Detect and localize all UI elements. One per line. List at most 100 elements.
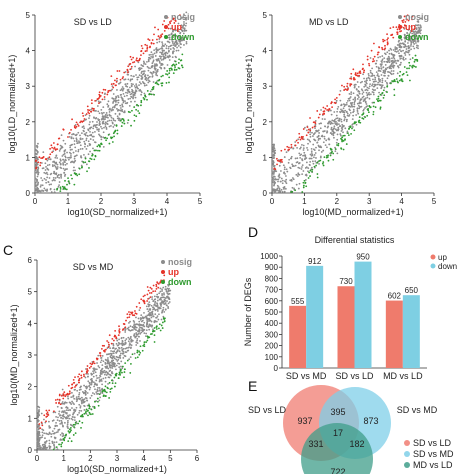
point-nosig — [124, 342, 127, 344]
point-nosig — [280, 177, 283, 180]
point-nosig — [36, 163, 39, 166]
point-down — [308, 171, 311, 174]
point-up — [86, 369, 89, 372]
point-nosig — [109, 366, 111, 369]
point-nosig — [68, 417, 71, 420]
point-nosig — [392, 53, 395, 56]
point-up — [373, 55, 376, 58]
point-nosig — [335, 141, 338, 144]
point-down — [399, 70, 402, 73]
point-up — [78, 377, 81, 380]
point-nosig — [124, 328, 127, 330]
point-down — [302, 186, 305, 189]
point-up — [276, 163, 278, 166]
point-down — [56, 187, 59, 190]
point-nosig — [370, 75, 373, 77]
point-nosig — [147, 310, 150, 313]
point-up — [161, 23, 164, 26]
point-nosig — [141, 76, 144, 79]
point-nosig — [86, 404, 89, 407]
point-up — [110, 75, 113, 78]
point-up — [74, 376, 76, 379]
point-nosig — [153, 295, 156, 298]
point-nosig — [55, 424, 57, 427]
point-nosig — [51, 430, 54, 433]
point-up — [128, 311, 130, 313]
point-down — [97, 400, 99, 403]
point-up — [58, 394, 61, 397]
point-nosig — [78, 393, 81, 396]
point-down — [97, 144, 100, 146]
point-nosig — [329, 132, 332, 134]
point-nosig — [130, 74, 133, 77]
point-nosig — [79, 144, 82, 147]
point-nosig — [110, 360, 113, 363]
point-nosig — [129, 79, 132, 82]
point-nosig — [319, 127, 322, 130]
x-tick-label: 0 — [270, 197, 275, 206]
point-down — [368, 104, 371, 107]
point-nosig — [142, 324, 145, 326]
point-down — [73, 183, 76, 186]
point-nosig — [340, 110, 343, 112]
point-nosig — [359, 105, 361, 108]
point-up — [96, 98, 99, 100]
point-down — [109, 391, 112, 393]
point-nosig — [84, 145, 86, 148]
point-nosig — [90, 373, 93, 376]
bar-up — [289, 305, 307, 368]
point-nosig — [37, 439, 39, 442]
point-nosig — [139, 332, 142, 335]
point-down — [86, 170, 88, 173]
point-up — [275, 157, 278, 160]
point-nosig — [336, 122, 338, 125]
point-nosig — [131, 326, 134, 329]
point-up — [159, 281, 162, 284]
point-nosig — [88, 384, 91, 387]
point-nosig — [281, 179, 284, 182]
point-nosig — [388, 66, 391, 69]
point-nosig — [298, 152, 301, 155]
point-down — [136, 103, 138, 106]
point-nosig — [145, 84, 148, 87]
point-nosig — [285, 175, 287, 177]
point-up — [359, 70, 362, 73]
point-down — [168, 67, 171, 70]
point-nosig — [309, 153, 312, 156]
point-nosig — [85, 148, 88, 150]
point-nosig — [37, 187, 39, 190]
point-down — [175, 63, 178, 66]
point-nosig — [47, 158, 50, 160]
point-nosig — [86, 145, 89, 147]
point-down — [376, 98, 378, 101]
point-down — [166, 73, 169, 76]
point-nosig — [87, 373, 89, 375]
point-up — [358, 71, 361, 74]
point-nosig — [61, 432, 63, 435]
point-down — [163, 320, 166, 322]
point-nosig — [144, 77, 147, 80]
point-nosig — [163, 67, 166, 70]
point-up — [140, 44, 143, 47]
point-up — [148, 292, 151, 294]
point-nosig — [339, 99, 342, 102]
point-nosig — [156, 315, 159, 318]
point-nosig — [73, 157, 76, 160]
point-nosig — [407, 39, 410, 42]
point-up — [284, 148, 286, 151]
point-nosig — [114, 97, 117, 100]
point-down — [151, 333, 153, 335]
point-nosig — [64, 156, 67, 159]
point-up — [108, 89, 111, 92]
point-nosig — [56, 176, 59, 178]
point-up — [407, 19, 410, 22]
point-down — [323, 156, 326, 159]
point-nosig — [323, 137, 326, 140]
point-nosig — [153, 52, 156, 55]
point-nosig — [291, 186, 294, 189]
point-down — [301, 191, 304, 193]
point-nosig — [297, 138, 300, 141]
point-nosig — [109, 374, 112, 376]
point-up — [382, 38, 384, 41]
point-nosig — [109, 347, 112, 350]
